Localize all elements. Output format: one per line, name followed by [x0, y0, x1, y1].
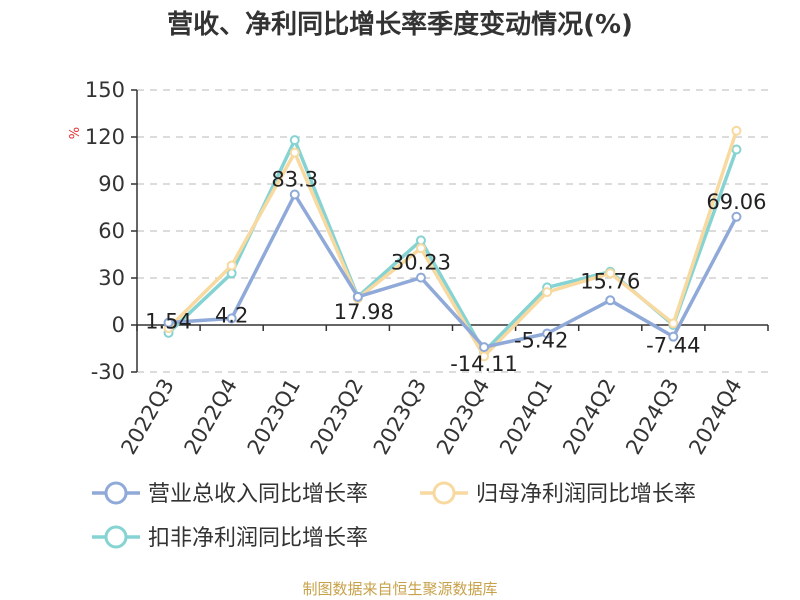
- y-tick-label: 90: [98, 172, 125, 196]
- x-tick-label: 2023Q1: [243, 375, 305, 459]
- legend-label: 营业总收入同比增长率: [148, 482, 368, 507]
- series-line: [168, 192, 738, 349]
- data-point: [352, 291, 363, 302]
- series-lines: [163, 125, 742, 362]
- data-point: [289, 135, 300, 146]
- y-tick-label: -30: [91, 360, 125, 384]
- data-point: [226, 260, 237, 271]
- data-point: [415, 235, 426, 246]
- y-tick-label: 120: [85, 125, 125, 149]
- legend-label: 归母净利润同比增长率: [476, 482, 696, 507]
- data-label: -7.44: [646, 334, 700, 358]
- legend-swatch-marker: [104, 525, 128, 549]
- grid-lines: [137, 89, 768, 373]
- x-tick-label: 2023Q2: [306, 375, 368, 459]
- legend-label: 扣非净利润同比增长率: [148, 526, 368, 551]
- legend-swatch-marker: [104, 481, 128, 505]
- x-tick-label: 2023Q4: [432, 375, 494, 459]
- series-line: [167, 138, 739, 354]
- data-label: 4.2: [215, 303, 248, 327]
- x-tick-label: 2023Q3: [369, 375, 431, 459]
- y-tick-label: 30: [98, 266, 125, 290]
- x-tick-label: 2022Q4: [180, 375, 242, 459]
- data-point: [668, 331, 679, 342]
- data-point: [731, 211, 742, 222]
- data-point: [289, 189, 300, 200]
- data-point: [605, 295, 616, 306]
- data-label: 30.23: [391, 251, 451, 275]
- data-label: -5.42: [514, 328, 568, 352]
- data-label: 69.06: [706, 190, 766, 214]
- data-point: [542, 287, 553, 298]
- data-point: [415, 243, 426, 254]
- chart-title: 营收、净利同比增长率季度变动情况(%): [167, 9, 633, 40]
- data-label: 15.76: [580, 269, 640, 293]
- y-axis-label: %: [68, 127, 83, 139]
- data-point: [226, 313, 237, 324]
- legend-item[interactable]: 营业总收入同比增长率: [92, 481, 368, 507]
- data-point: [731, 125, 742, 136]
- data-label: 83.3: [271, 167, 318, 191]
- y-tick-label: 150: [85, 78, 125, 102]
- data-point: [479, 342, 490, 353]
- data-point: [542, 328, 553, 339]
- data-point: [668, 318, 679, 329]
- y-tick-label: 0: [112, 313, 125, 337]
- x-tick-label: 2024Q3: [621, 375, 683, 459]
- data-labels: 1.54 4.2 83.3 17.98 30.23 -14.11-5.42 15.76 -7.…: [145, 167, 766, 376]
- x-tick-label: 2022Q3: [116, 375, 178, 459]
- legend-item[interactable]: 扣非净利润同比增长率: [92, 525, 368, 551]
- x-tick-label: 2024Q4: [684, 375, 746, 459]
- data-point: [479, 351, 490, 362]
- x-tick-label: 2024Q1: [495, 375, 557, 459]
- series-line: [167, 130, 739, 359]
- data-point: [289, 147, 300, 158]
- data-point: [605, 268, 616, 279]
- data-label: -14.11: [450, 352, 518, 376]
- legend-item[interactable]: 归母净利润同比增长率: [420, 481, 696, 507]
- data-label: 17.98: [334, 300, 394, 324]
- source-note: 制图数据来自恒生聚源数据库: [302, 580, 497, 598]
- data-point: [415, 272, 426, 283]
- data-point: [731, 144, 742, 155]
- y-tick-label: 60: [98, 219, 125, 243]
- data-point: [163, 317, 174, 328]
- data-label: 1.54: [145, 310, 192, 334]
- legend-swatch-marker: [432, 481, 456, 505]
- x-tick-label: 2024Q2: [558, 375, 620, 459]
